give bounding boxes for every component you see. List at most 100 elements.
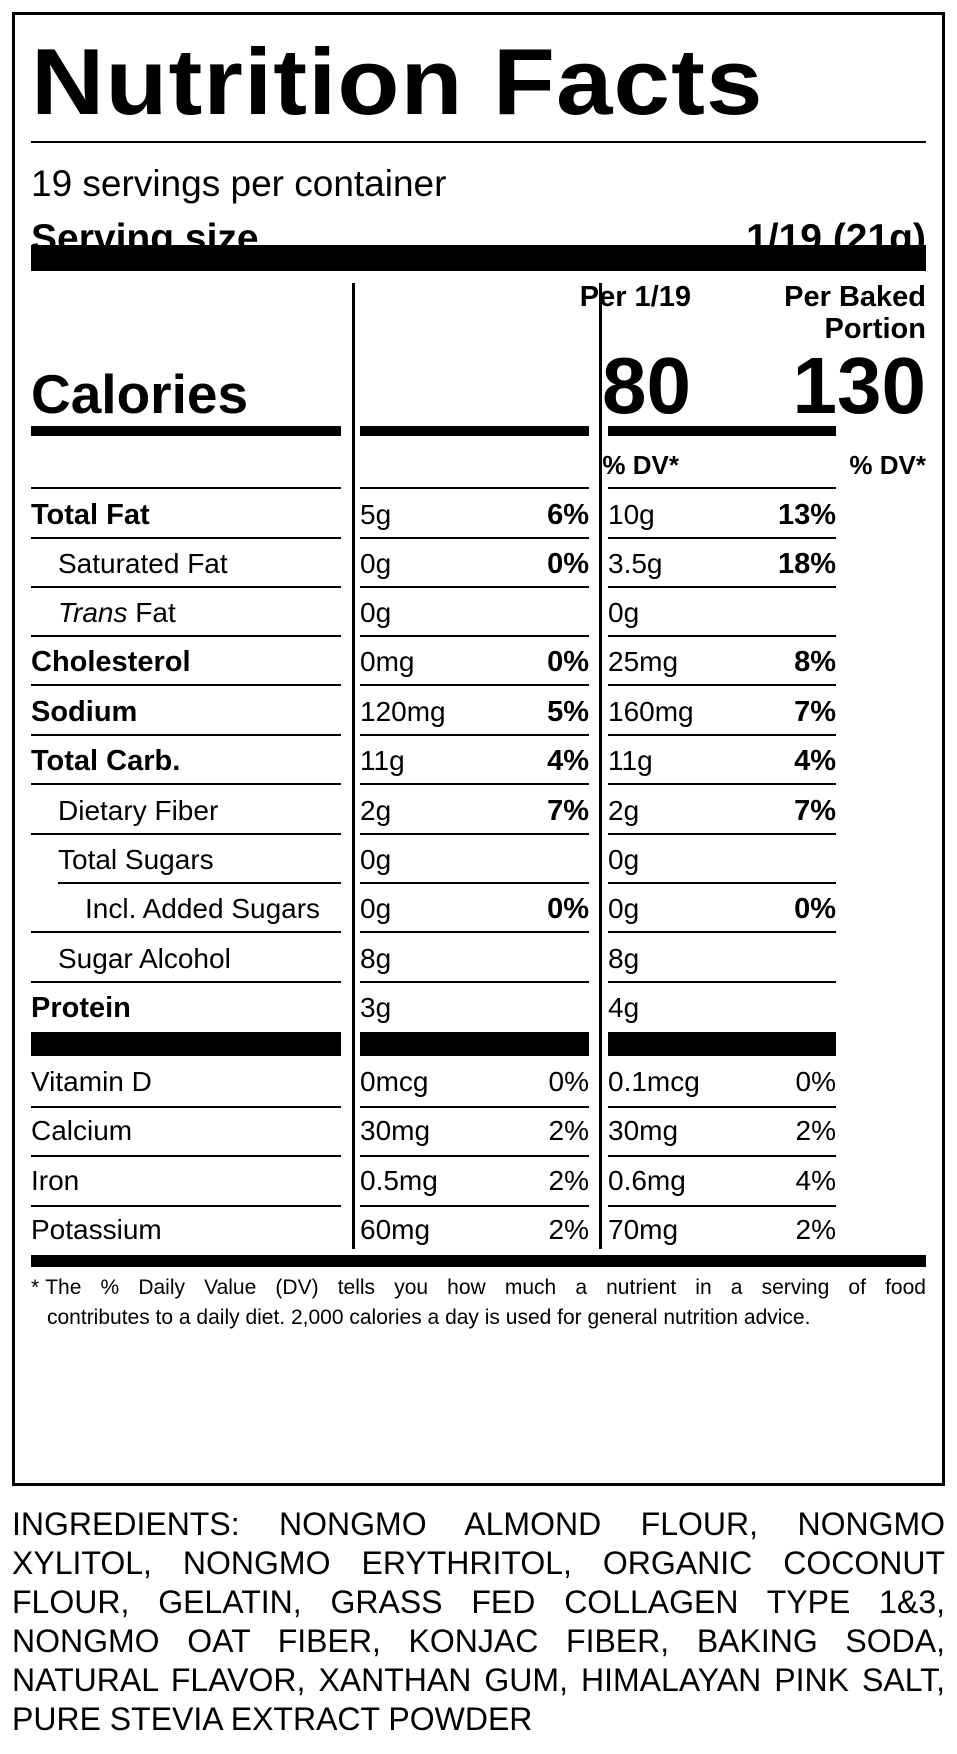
row-rule xyxy=(31,734,341,736)
footnote-word: Daily xyxy=(138,1276,185,1299)
column-2-header-line1: Per Baked xyxy=(784,281,926,313)
row-rule xyxy=(360,635,589,637)
row-rule xyxy=(360,931,589,933)
footnote-word: % xyxy=(100,1276,120,1299)
row-rule xyxy=(608,734,836,736)
footnote-text-2: contributes to a daily diet. 2,000 calor… xyxy=(47,1306,811,1329)
row-rule xyxy=(31,1155,341,1157)
row-rule xyxy=(31,537,341,539)
row-rule xyxy=(31,1205,341,1207)
nutrient-dv-col2: 7% xyxy=(794,795,836,827)
nutrient-dv-col2: 7% xyxy=(794,696,836,728)
nutrient-amount-col2: 3.5g xyxy=(608,548,663,579)
footnote-word: of xyxy=(848,1276,866,1299)
vitamins-bar-col1 xyxy=(360,1032,589,1056)
nutrient-name: Total Fat xyxy=(31,499,150,531)
row-rule xyxy=(608,783,836,785)
column-divider-1 xyxy=(352,283,355,1249)
column-divider-2 xyxy=(599,283,602,1249)
row-rule xyxy=(360,586,589,588)
nutrient-name: Sugar Alcohol xyxy=(58,943,231,974)
footnote-text-1: The% Daily Value (DV) tells you how much a nutrie… xyxy=(39,1273,926,1303)
footnote: * The% Daily Value (DV) tells you how much a nutr… xyxy=(31,1273,926,1333)
vitamin-name: Iron xyxy=(31,1165,80,1196)
vitamin-dv-col2: 4% xyxy=(795,1165,836,1196)
nutrient-amount-col1: 2g xyxy=(360,795,392,826)
vitamins-bar-label xyxy=(31,1032,341,1056)
row-rule xyxy=(360,1155,589,1157)
row-rule xyxy=(31,487,341,489)
row-rule xyxy=(31,684,341,686)
vitamin-name: Calcium xyxy=(31,1115,133,1146)
nutrient-amount-col1: 0g xyxy=(360,597,392,628)
footnote-word: a xyxy=(575,1276,587,1299)
row-rule xyxy=(608,981,836,983)
nutrient-dv-col1: 7% xyxy=(547,795,589,827)
footnote-line-1: * The% Daily Value (DV) tells you how much a nutr… xyxy=(31,1273,926,1303)
row-rule xyxy=(360,487,589,489)
column-2-header-line2: Portion xyxy=(824,313,927,345)
nutrient-name: Incl. Added Sugars xyxy=(85,893,321,924)
row-rule xyxy=(608,487,836,489)
nutrient-dv-col1: 0% xyxy=(547,893,589,925)
row-rule xyxy=(31,931,341,933)
vitamin-dv-col2: 0% xyxy=(795,1066,836,1097)
vitamin-amount-col2: 0.1mcg xyxy=(608,1066,700,1097)
vitamin-amount-col2: 0.6mg xyxy=(608,1165,686,1196)
nutrient-name: Trans Fat xyxy=(58,599,176,627)
footnote-word: (DV) xyxy=(275,1276,319,1299)
column-1-header: Per 1/19 xyxy=(579,281,691,313)
nutrient-name: Total Carb. xyxy=(31,745,181,777)
nutrient-amount-col1: 0g xyxy=(360,893,392,924)
vitamin-amount-col2: 70mg xyxy=(608,1214,679,1245)
title-rule xyxy=(31,141,926,143)
row-rule xyxy=(608,1106,836,1108)
calories-label: Calories xyxy=(31,363,249,425)
nutrient-dv-col2: 13% xyxy=(777,499,836,531)
vitamin-dv-col1: 2% xyxy=(548,1214,589,1245)
footnote-star: * xyxy=(31,1276,40,1299)
footnote-word: in xyxy=(695,1276,712,1299)
nutrient-amount-col2: 160mg xyxy=(608,696,694,727)
nutrient-dv-col1: 4% xyxy=(547,745,589,777)
nutrient-dv-col1: 0% xyxy=(547,548,589,580)
row-rule xyxy=(31,833,341,835)
row-rule xyxy=(608,931,836,933)
nutrient-amount-col2: 0g xyxy=(608,844,640,875)
footnote-word: food xyxy=(885,1276,926,1299)
row-rule xyxy=(360,833,589,835)
vitamin-amount-col1: 60mg xyxy=(360,1214,431,1245)
nutrient-amount-col2: 4g xyxy=(608,992,640,1023)
row-rule xyxy=(360,783,589,785)
nutrient-amount-col2: 0g xyxy=(608,597,640,628)
row-rule xyxy=(31,783,341,785)
row-rule xyxy=(31,586,341,588)
calories-value-col2: 130 xyxy=(792,341,926,430)
vitamin-dv-col1: 2% xyxy=(548,1115,589,1146)
vitamin-amount-col1: 30mg xyxy=(360,1115,431,1146)
row-rule xyxy=(608,1155,836,1157)
row-rule xyxy=(58,882,341,884)
row-rule xyxy=(608,1205,836,1207)
row-rule xyxy=(360,537,589,539)
footnote-thick-rule xyxy=(31,1255,926,1267)
footnote-word: how xyxy=(447,1276,486,1299)
label-inner: Nutrition Facts 19 servings per containe… xyxy=(31,15,926,1483)
nutrient-name: Sodium xyxy=(31,696,138,728)
nutrient-dv-col1: 5% xyxy=(547,696,589,728)
nutrient-name: Saturated Fat xyxy=(58,548,228,579)
footnote-word: Value xyxy=(204,1276,257,1299)
footnote-word: much xyxy=(504,1276,557,1299)
footnote-word: tells xyxy=(337,1276,376,1299)
vitamin-dv-col2: 2% xyxy=(795,1115,836,1146)
vitamin-name: Vitamin D xyxy=(31,1066,152,1097)
nutrient-amount-col1: 5g xyxy=(360,499,392,530)
row-rule xyxy=(608,537,836,539)
nutrient-amount-col2: 8g xyxy=(608,943,640,974)
row-rule xyxy=(31,981,341,983)
dv-header-col2: % DV* xyxy=(849,450,926,480)
nutrient-amount-col1: 0mg xyxy=(360,646,415,677)
nutrient-amount-col1: 11g xyxy=(360,745,405,776)
nutrient-amount-col1: 0g xyxy=(360,548,392,579)
vitamin-name: Potassium xyxy=(31,1214,162,1245)
